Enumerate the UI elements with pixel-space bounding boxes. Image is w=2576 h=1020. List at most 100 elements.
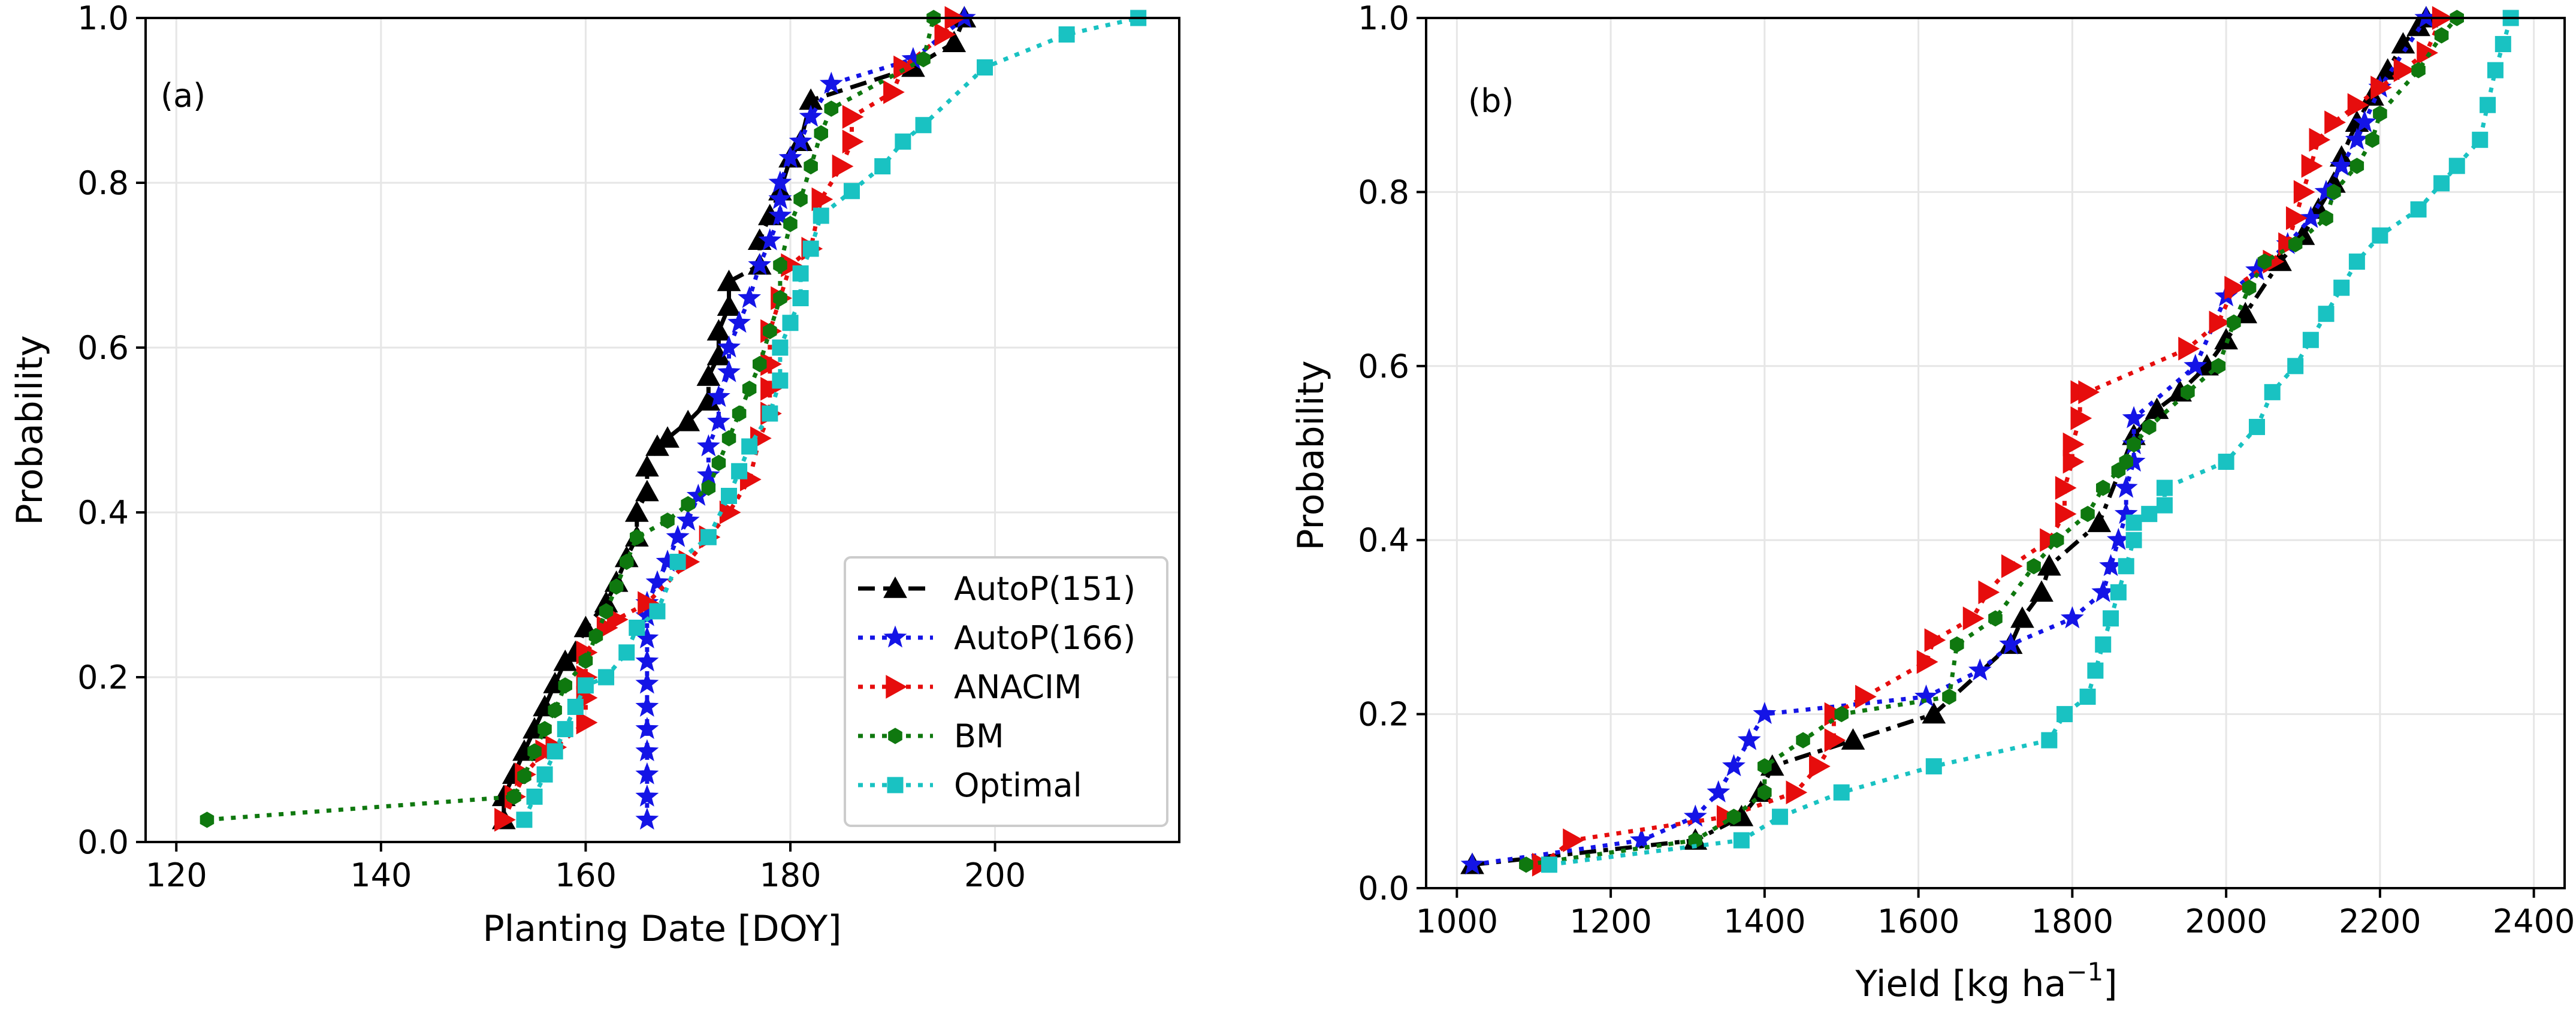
b-data-point-autop-151	[2010, 606, 2034, 628]
b-y-tick-label: 1.0	[1358, 0, 1409, 37]
a-data-point-anacim	[842, 105, 864, 129]
a-data-point-optimal	[792, 265, 809, 282]
b-data-point-anacim	[2393, 58, 2415, 82]
b-data-point-optimal	[2087, 662, 2104, 679]
b-data-point-anacim	[1824, 728, 1846, 753]
a-data-point-optimal	[618, 644, 635, 661]
a-data-point-bm	[681, 496, 695, 512]
b-data-point-bm	[2142, 418, 2157, 435]
b-data-point-autop-166	[2122, 406, 2146, 428]
a-data-point-optimal	[915, 117, 932, 134]
a-data-point-optimal	[649, 603, 666, 620]
legend-marker-autop-151	[883, 576, 907, 598]
b-data-point-anacim	[2070, 406, 2092, 430]
b-y-tick-label: 0.8	[1358, 173, 1409, 211]
b-x-axis-label: Yield [kg ha−1]	[1855, 957, 2117, 1005]
a-data-point-autop-151	[942, 31, 967, 52]
b-data-point-bm	[2327, 183, 2341, 200]
b-data-point-anacim	[2224, 276, 2246, 300]
b-data-point-optimal	[2472, 131, 2489, 148]
b-data-point-anacim	[1563, 828, 1584, 852]
b-data-point-optimal	[2302, 331, 2319, 348]
b-data-point-autop-166	[2114, 475, 2138, 498]
b-data-point-anacim	[2062, 432, 2085, 457]
a-series-autop-166	[635, 5, 976, 830]
a-data-point-optimal	[741, 438, 758, 455]
a-y-tick-label: 0.8	[77, 164, 129, 202]
a-data-point-anacim	[832, 154, 854, 179]
b-data-point-optimal	[2372, 227, 2388, 244]
b-x-tick-label: 1000	[1416, 903, 1498, 940]
b-data-point-autop-166	[2060, 606, 2084, 629]
b-data-point-bm	[2434, 27, 2449, 44]
a-data-point-optimal	[526, 788, 543, 805]
b-data-point-anacim	[1916, 650, 1938, 674]
a-data-point-optimal	[629, 620, 645, 636]
b-data-point-anacim	[2324, 110, 2346, 135]
b-data-point-bm	[2319, 210, 2333, 227]
b-series-autop-166	[1460, 5, 2438, 875]
b-ticks: 1000 1200 1400 1600 1800 2000 2200 2400 0.0 0.2 0.…	[1358, 0, 2575, 940]
b-data-point-optimal	[1541, 856, 1557, 873]
a-data-point-autop-151	[676, 409, 700, 431]
b-data-point-optimal	[2125, 514, 2142, 531]
a-data-point-optimal	[516, 811, 533, 828]
b-data-point-optimal	[2156, 479, 2173, 496]
a-data-point-autop-166	[799, 104, 823, 127]
b-data-point-bm	[1796, 732, 1810, 749]
b-data-point-optimal	[2041, 732, 2058, 749]
a-data-point-autop-151	[635, 455, 659, 477]
legend-item-bm: BM	[858, 717, 1004, 755]
legend-marker-autop-166	[883, 625, 907, 648]
a-data-point-autop-166	[635, 762, 659, 784]
a-data-point-optimal	[721, 488, 738, 504]
b-data-point-optimal	[2125, 532, 2142, 548]
b-y-axis-label: Probability	[1290, 360, 1332, 550]
a-data-point-optimal	[895, 133, 911, 150]
a-data-point-anacim	[638, 591, 659, 615]
a-data-point-anacim	[842, 129, 864, 154]
b-data-point-autop-151	[1922, 702, 1946, 724]
b-data-point-bm	[2096, 479, 2110, 496]
a-data-point-anacim	[893, 55, 915, 80]
a-data-point-bm	[773, 289, 787, 307]
b-y-tick-label: 0.2	[1358, 696, 1409, 734]
b-data-point-anacim	[1786, 780, 1808, 805]
a-data-point-anacim	[494, 808, 516, 832]
a-data-point-bm	[630, 529, 644, 545]
a-data-point-autop-166	[768, 170, 792, 193]
b-data-point-autop-166	[2184, 354, 2207, 376]
b-data-point-bm	[1726, 808, 1741, 825]
b-x-tick-label: 2000	[2185, 903, 2267, 940]
a-data-point-optimal	[772, 372, 789, 389]
b-data-point-optimal	[1925, 758, 1942, 775]
a-x-tick-label: 160	[555, 856, 617, 894]
a-data-point-autop-166	[707, 409, 730, 432]
b-data-point-bm	[2288, 236, 2303, 253]
b-x-tick-label: 2400	[2493, 903, 2575, 940]
a-legend-frame	[844, 556, 1168, 827]
b-data-point-optimal	[2095, 636, 2112, 653]
b-data-point-bm	[2257, 254, 2272, 270]
b-data-point-bm	[2027, 558, 2041, 575]
b-series-autop-151	[1460, 5, 2438, 874]
b-data-point-bm	[1757, 758, 1772, 775]
a-data-point-bm	[763, 322, 777, 340]
b-data-point-anacim	[1962, 606, 1985, 630]
b-data-point-autop-166	[1999, 632, 2023, 654]
b-series	[1460, 5, 2519, 877]
legend-marker-bm	[888, 728, 902, 744]
a-y-tick-label: 0.4	[77, 494, 129, 532]
a-data-point-autop-151	[706, 319, 731, 341]
b-data-point-anacim	[2293, 180, 2315, 204]
b-data-point-anacim	[2370, 76, 2392, 100]
a-data-point-bm	[507, 788, 521, 805]
a-data-point-bm	[753, 355, 767, 373]
b-data-point-autop-166	[1968, 658, 1992, 681]
a-data-point-bm	[517, 768, 531, 784]
b-data-point-bm	[2119, 453, 2133, 470]
a-data-point-optimal	[1058, 26, 1075, 43]
a-x-tick-label: 200	[964, 856, 1026, 894]
a-data-point-autop-166	[727, 310, 751, 333]
